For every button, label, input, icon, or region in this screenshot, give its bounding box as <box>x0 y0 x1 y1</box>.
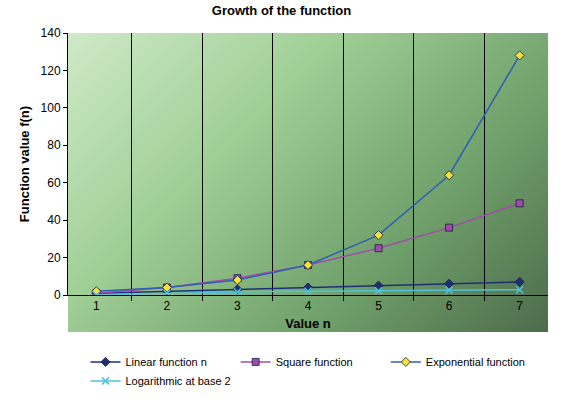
svg-text:3: 3 <box>234 299 241 313</box>
svg-text:7: 7 <box>516 299 523 313</box>
svg-text:2: 2 <box>164 299 171 313</box>
svg-text:40: 40 <box>47 213 61 227</box>
svg-text:1: 1 <box>93 299 100 313</box>
svg-text:Growth of the function: Growth of the function <box>212 3 351 18</box>
svg-text:4: 4 <box>305 299 312 313</box>
svg-text:5: 5 <box>375 299 382 313</box>
svg-text:120: 120 <box>41 64 61 78</box>
svg-text:60: 60 <box>47 176 61 190</box>
svg-text:Logarithmic at base 2: Logarithmic at base 2 <box>126 375 231 387</box>
svg-text:100: 100 <box>41 101 61 115</box>
svg-text:Square function: Square function <box>276 356 353 368</box>
svg-text:80: 80 <box>47 138 61 152</box>
svg-text:20: 20 <box>47 251 61 265</box>
svg-text:Exponential function: Exponential function <box>426 356 525 368</box>
svg-text:140: 140 <box>41 26 61 40</box>
svg-text:0: 0 <box>54 288 61 302</box>
svg-text:Linear function n: Linear function n <box>126 356 207 368</box>
svg-text:6: 6 <box>446 299 453 313</box>
svg-text:Value n: Value n <box>285 316 331 331</box>
svg-text:Function value f(n): Function value f(n) <box>17 106 32 222</box>
